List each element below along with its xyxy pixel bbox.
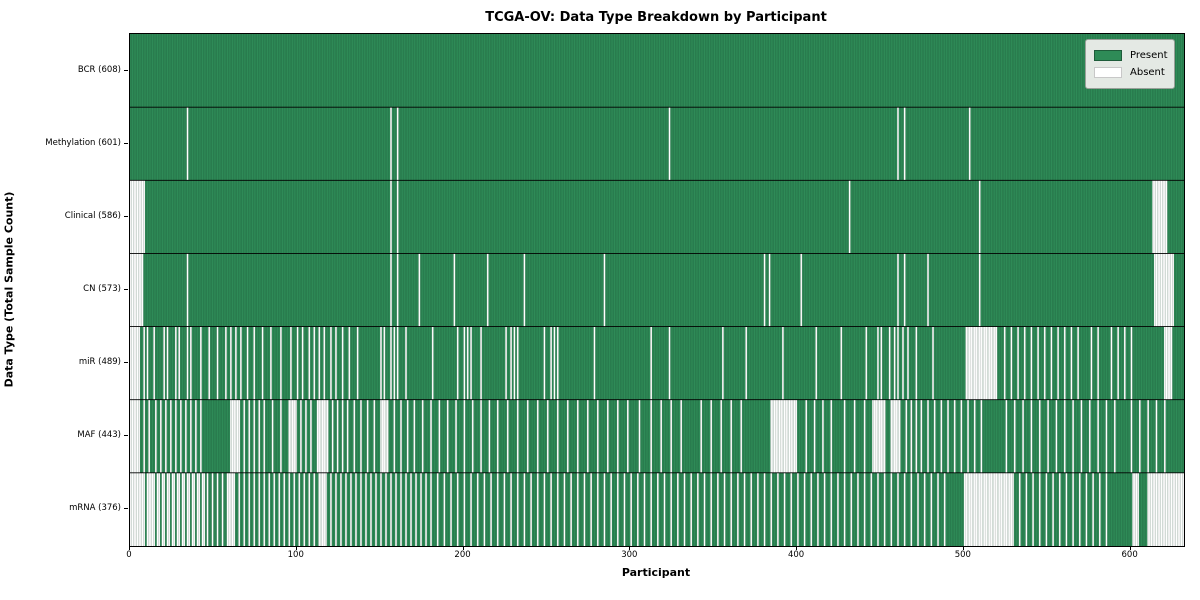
x-tick-mark [462, 546, 464, 550]
y-tick-label-Clinical: Clinical (586) [64, 210, 121, 221]
x-tick-label-100: 100 [287, 550, 304, 560]
x-tick-label-0: 0 [126, 550, 132, 560]
x-tick-mark [129, 546, 130, 550]
legend-item-present: Present [1094, 48, 1168, 63]
y-tick-mark [124, 435, 128, 437]
y-tick-label-CN: CN (573) [83, 284, 121, 294]
x-tick-label-300: 300 [621, 550, 638, 560]
chart-title: TCGA-OV: Data Type Breakdown by Particip… [485, 10, 827, 25]
heatmap-canvas [130, 34, 1184, 546]
legend-label-absent: Absent [1130, 67, 1165, 78]
y-tick-mark [124, 215, 128, 217]
y-tick-mark [124, 69, 128, 71]
x-tick-mark [796, 546, 798, 550]
y-tick-label-BCR: BCR (608) [77, 64, 121, 75]
y-tick-label-miR: miR (489) [78, 357, 121, 368]
legend-swatch-absent-icon [1094, 67, 1122, 78]
x-tick-mark [295, 546, 297, 550]
x-tick-mark [629, 546, 631, 550]
x-tick-label-200: 200 [454, 550, 471, 560]
y-tick-mark [124, 142, 128, 144]
y-tick-mark [124, 508, 128, 510]
x-tick-mark [962, 546, 964, 550]
y-tick-mark [124, 289, 128, 290]
x-tick-label-500: 500 [954, 550, 971, 560]
legend-swatch-present-icon [1094, 50, 1122, 61]
y-tick-label-mRNA: mRNA (376) [69, 503, 121, 514]
legend-item-absent: Absent [1094, 65, 1166, 80]
y-tick-label-Methylation: Methylation (601) [45, 137, 121, 148]
x-tick-mark [1129, 546, 1131, 550]
x-axis-label: Participant [621, 566, 691, 579]
y-tick-mark [124, 362, 128, 364]
legend-label-present: Present [1130, 50, 1168, 61]
y-tick-label-MAF: MAF (443) [77, 430, 121, 441]
plot-area [129, 33, 1185, 547]
x-tick-label-400: 400 [787, 550, 805, 560]
legend: Present Absent [1085, 39, 1175, 89]
x-tick-label-600: 600 [1121, 550, 1138, 560]
